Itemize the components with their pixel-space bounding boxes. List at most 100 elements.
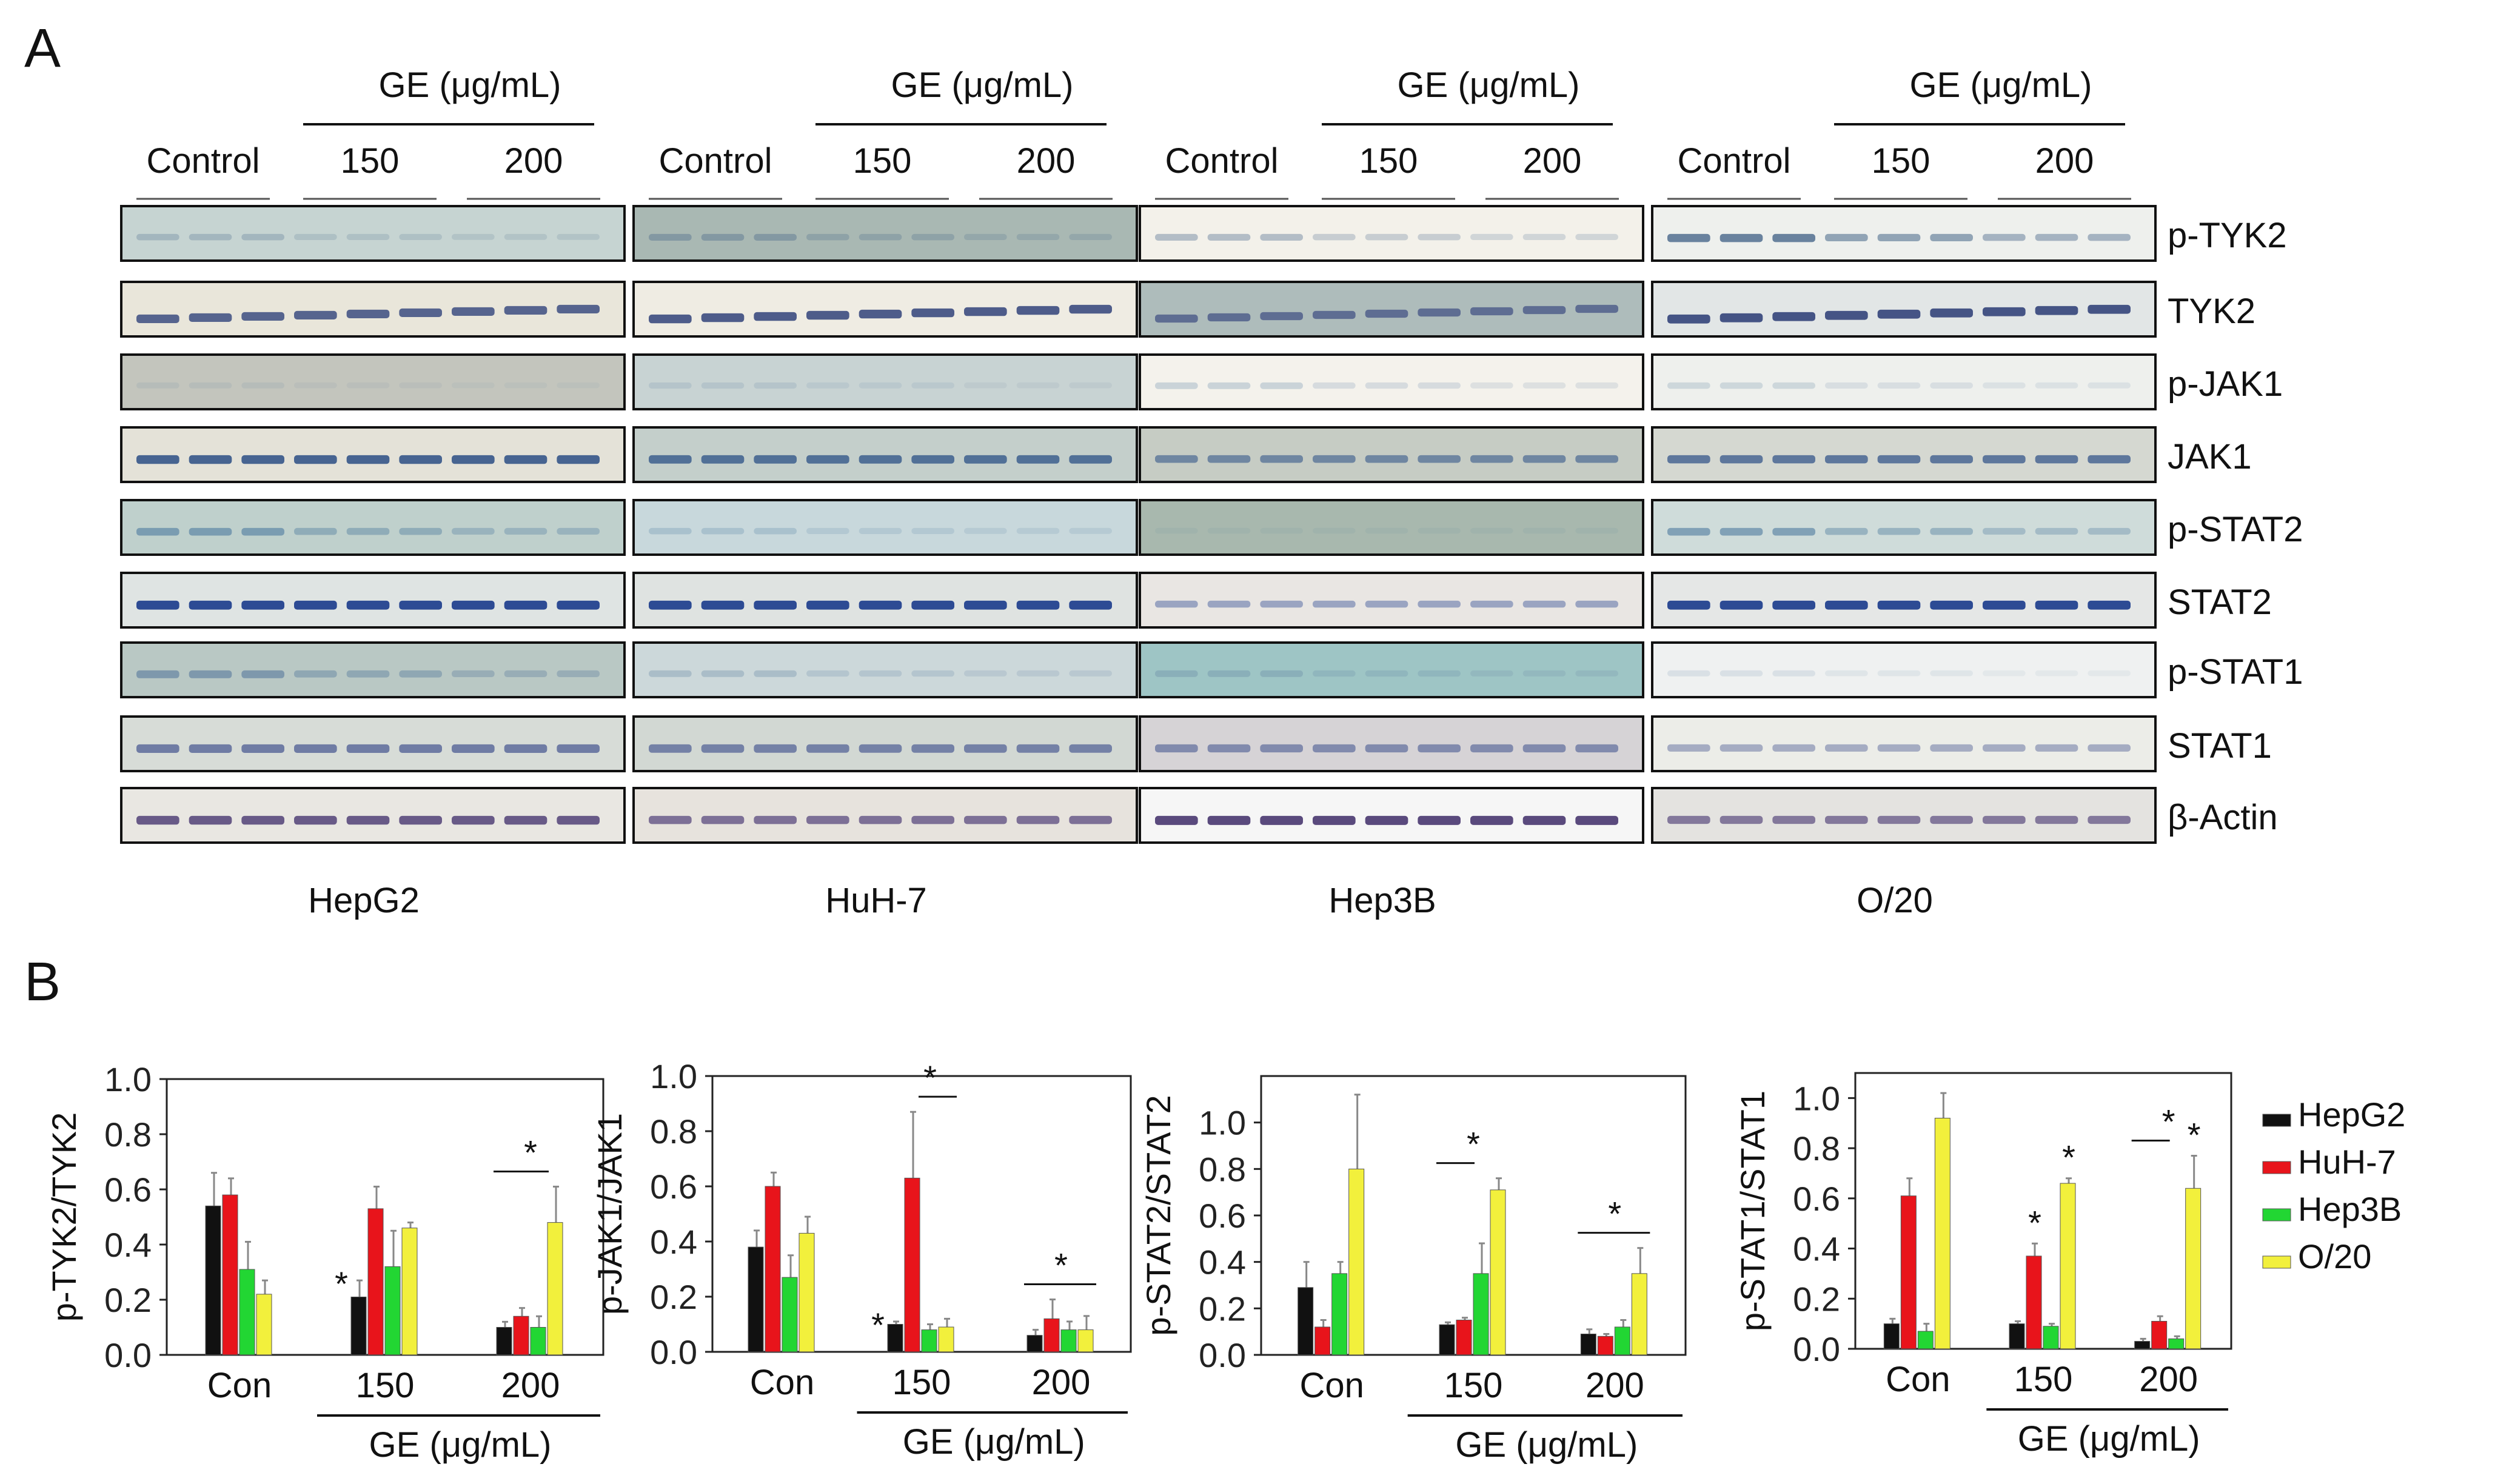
protein-band [1313,233,1356,241]
bar [921,1329,937,1352]
protein-band [701,233,745,241]
protein-band [1069,382,1112,389]
protein-band [649,670,692,677]
protein-band [964,670,1007,677]
y-tick-label: 1.0 [1793,1079,1840,1117]
protein-band [1825,455,1868,464]
y-tick-label: 0.8 [1199,1150,1246,1188]
protein-band [1983,233,2026,241]
protein-band [136,670,179,678]
protein-band [1418,744,1461,753]
protein-band [1155,314,1198,323]
protein-band [504,600,547,610]
blot-strip [1139,572,1644,629]
protein-band [1772,527,1815,536]
protein-band [136,314,179,323]
protein-band [1667,382,1710,389]
lane-group-label: 150 [1872,141,1930,181]
y-tick-label: 0.2 [104,1281,152,1319]
protein-band [1313,455,1356,463]
y-tick-label: 1.0 [104,1060,152,1098]
protein-band [1522,382,1566,389]
protein-band [452,670,495,678]
blot-strip [1651,787,2157,844]
bar [1077,1329,1094,1352]
protein-band [754,744,797,753]
lane-group-label: Control [1165,141,1279,181]
protein-band [294,310,337,319]
protein-band [806,233,849,241]
protein-band [399,308,442,317]
protein-band [2088,600,2131,610]
protein-band [557,670,600,678]
protein-band [1930,527,1973,535]
protein-band [859,670,902,677]
protein-band [1930,670,1973,677]
protein-band [241,455,284,464]
protein-band [806,815,849,824]
protein-label: p-STAT2 [2168,510,2303,549]
y-tick-label: 0.4 [104,1226,152,1264]
protein-band [2035,382,2078,389]
protein-band [859,815,902,824]
protein-band [2088,744,2131,752]
legend-swatch [2262,1255,2291,1269]
y-axis-label: p-STAT2/STAT2 [1139,1095,1177,1335]
protein-band [806,744,849,753]
protein-band [701,313,745,323]
protein-band [1069,815,1112,824]
protein-band [1825,233,1868,242]
protein-band [136,600,179,610]
protein-band [964,233,1007,241]
protein-band [2088,815,2131,824]
cell-line-label: HepG2 [308,881,420,920]
protein-band [1470,455,1513,463]
protein-band [1719,313,1763,323]
protein-band [504,233,547,240]
blot-strip [120,499,626,556]
protein-band [859,744,902,753]
protein-band [557,233,600,240]
legend-swatch [2262,1208,2291,1222]
ge-concentration-label: GE (μg/mL) [379,65,561,105]
protein-band [1983,670,2026,677]
protein-band [1016,233,1060,241]
protein-band [964,600,1007,610]
protein-band [1069,600,1112,610]
bar [1348,1168,1365,1355]
protein-band [346,309,390,318]
bar [239,1269,255,1355]
protein-band [241,382,284,389]
y-tick-label: 0.6 [650,1168,697,1206]
bar [765,1186,781,1352]
bar [496,1327,512,1355]
x-axis-label: GE (μg/mL) [2018,1419,2200,1459]
bar-chart-3: 0.0 0.2 0.4 0.6 0.8 1.0 p-STAT2/STAT2 Con 150 200… [1139,1075,1687,1465]
blot-strip [1651,205,2157,262]
protein-band [2035,455,2078,464]
blot-strip [1139,787,1644,844]
bar [748,1246,764,1352]
protein-band [1016,600,1060,610]
bar [1298,1287,1314,1355]
protein-band [1983,455,2026,464]
protein-band [1719,527,1763,536]
protein-band [1930,382,1973,389]
y-tick-label: 1.0 [1199,1104,1246,1142]
protein-band [399,382,442,389]
protein-label: p-STAT1 [2168,652,2303,692]
protein-band [1983,815,2026,824]
protein-band [136,744,179,753]
protein-band [1575,744,1618,753]
protein-band [1207,600,1251,608]
protein-band [1877,670,1921,677]
protein-band [1313,600,1356,608]
blot-strip [1139,281,1644,338]
bar [1456,1320,1472,1355]
protein-band [964,455,1007,464]
y-tick-label: 0.2 [1793,1280,1840,1318]
blot-strip [1651,641,2157,698]
protein-band [754,312,797,321]
protein-band [1470,670,1513,677]
protein-band [806,527,849,534]
